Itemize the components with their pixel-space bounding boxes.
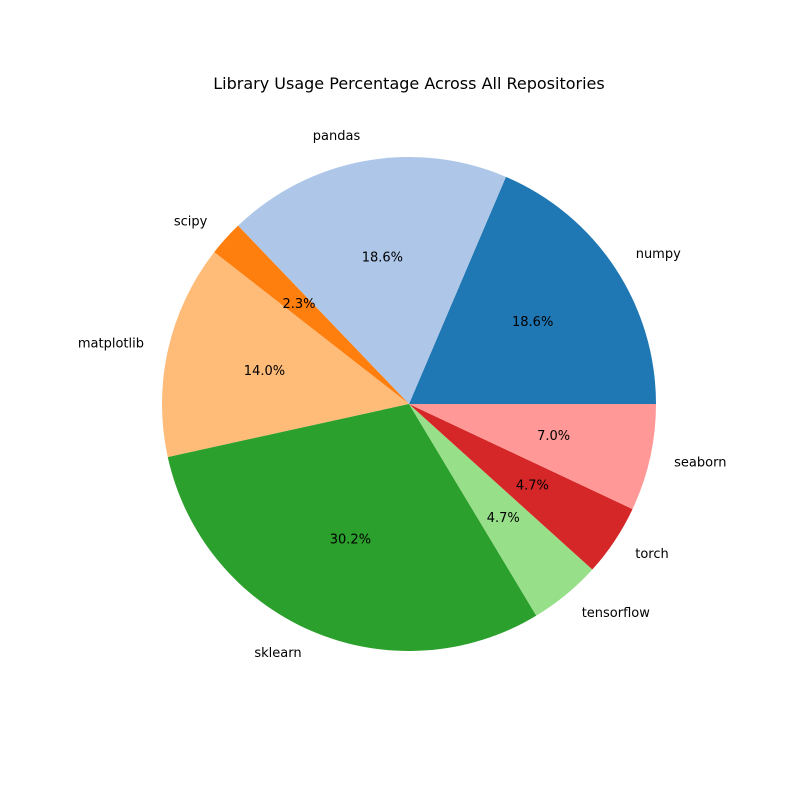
slice-label-pandas: pandas — [313, 129, 361, 144]
pie-slice-torch — [409, 404, 633, 570]
slice-label-matplotlib: matplotlib — [78, 336, 144, 351]
pie-slice-pandas — [238, 157, 506, 404]
pie-slice-tensorflow — [409, 404, 593, 616]
pie-slice-matplotlib — [162, 252, 409, 458]
slice-percent-seaborn: 7.0% — [537, 429, 570, 444]
slice-percent-pandas: 18.6% — [362, 251, 403, 266]
slice-percent-matplotlib: 14.0% — [244, 364, 285, 379]
slice-percent-numpy: 18.6% — [512, 315, 553, 330]
chart-title: Library Usage Percentage Across All Repo… — [213, 74, 604, 93]
slice-percent-tensorflow: 4.7% — [487, 511, 520, 526]
pie-slice-scipy — [214, 225, 409, 404]
pie-slices — [162, 157, 657, 651]
slice-label-tensorflow: tensorflow — [582, 606, 651, 621]
slice-label-scipy: scipy — [174, 214, 208, 229]
slice-label-sklearn: sklearn — [254, 646, 301, 661]
pie-slice-seaborn — [409, 404, 657, 510]
slice-percent-torch: 4.7% — [516, 479, 549, 494]
slice-label-seaborn: seaborn — [674, 456, 726, 471]
slice-label-numpy: numpy — [636, 247, 681, 262]
slice-label-torch: torch — [635, 547, 669, 562]
slice-percent-scipy: 2.3% — [282, 297, 315, 312]
slice-percent-sklearn: 30.2% — [330, 533, 371, 548]
pie-slice-sklearn — [167, 404, 537, 651]
pie-slice-numpy — [409, 176, 656, 404]
pie-labels: numpy 18.6% pandas 18.6% scipy 2.3% matplotlib… — [78, 129, 727, 661]
